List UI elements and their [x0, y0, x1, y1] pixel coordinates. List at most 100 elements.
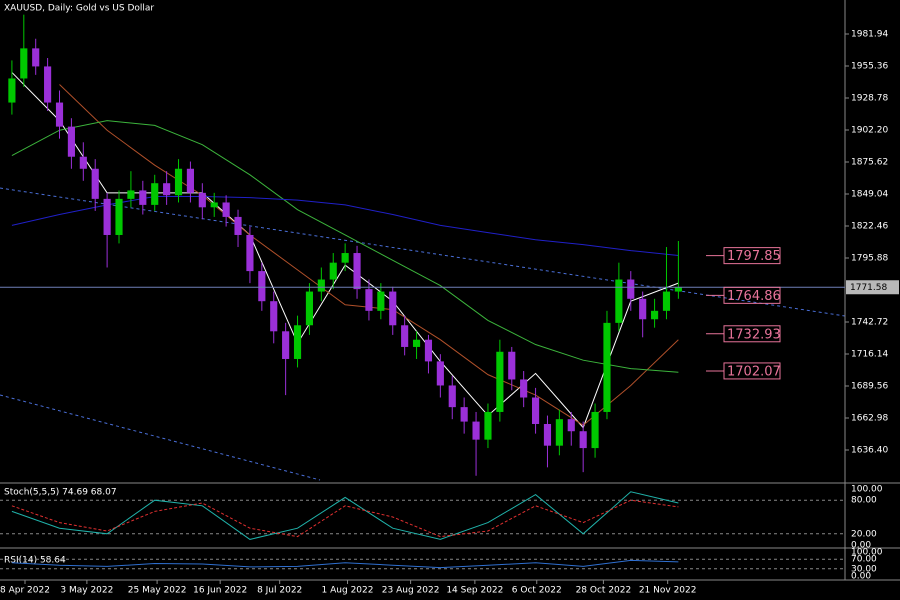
candle-body	[424, 339, 433, 362]
candle-body	[662, 291, 671, 311]
level-label: 1732.93	[727, 327, 781, 342]
candle-body	[20, 48, 28, 79]
x-tick-label: 25 May 2022	[128, 586, 187, 596]
x-tick-label: 21 Nov 2022	[639, 586, 697, 596]
candle-body	[484, 411, 492, 440]
candle-body	[353, 253, 361, 290]
candle-body	[567, 419, 575, 432]
x-tick-label: 8 Jul 2022	[257, 586, 302, 596]
candle-body	[103, 198, 111, 235]
candle-body	[282, 331, 290, 359]
candle-body	[246, 234, 254, 272]
y-tick-label: 1795.88	[851, 253, 888, 263]
indicator-line	[11, 499, 679, 538]
candle-body	[8, 78, 16, 103]
indicator-title: RSI(14) 58.64	[4, 556, 66, 566]
candle-body	[174, 168, 183, 196]
x-tick-label: 1 Aug 2022	[322, 586, 374, 596]
candle-body	[365, 289, 373, 311]
indicator-tick-label: 20.00	[851, 529, 877, 539]
candle-body	[258, 271, 266, 302]
level-label: 1797.85	[727, 249, 781, 264]
y-tick-label: 1662.98	[851, 413, 888, 423]
candle-body	[496, 351, 504, 412]
candle-body	[627, 279, 635, 299]
candle-body	[317, 279, 325, 292]
candle-body	[32, 48, 40, 67]
candle-body	[163, 183, 171, 196]
trend-line	[0, 394, 321, 481]
candle-body	[401, 325, 409, 347]
candle-body	[91, 168, 99, 199]
candle-body	[270, 301, 278, 332]
indicator-tick-label: 80.00	[851, 496, 877, 506]
candle-body	[389, 291, 397, 326]
y-tick-label: 1981.94	[851, 29, 888, 39]
candle-body	[44, 66, 52, 103]
candle-body	[151, 183, 159, 205]
candle-body	[639, 298, 647, 320]
indicator-tick-label: 100.00	[851, 485, 883, 495]
y-tick-label: 1928.78	[851, 93, 888, 103]
x-tick-label: 28 Oct 2022	[576, 586, 632, 596]
candle-body	[67, 126, 75, 157]
indicator-tick-label: 0.00	[851, 572, 871, 582]
level-box	[723, 247, 781, 265]
y-tick-label: 1955.36	[851, 61, 888, 71]
x-tick-label: 6 Oct 2022	[512, 586, 562, 596]
candle-body	[55, 102, 64, 127]
level-label: 1702.07	[727, 364, 781, 379]
candle-body	[377, 291, 385, 311]
x-tick-label: 3 May 2022	[60, 586, 113, 596]
candle-body	[543, 423, 552, 446]
candle-body	[222, 202, 230, 217]
candle-body	[615, 279, 623, 323]
x-tick-label: 8 Apr 2022	[0, 586, 50, 596]
trend-line	[0, 187, 846, 317]
candle-body	[139, 190, 147, 205]
candle-body	[341, 253, 349, 263]
y-tick-label: 1822.46	[851, 221, 888, 231]
candle-body	[412, 339, 421, 347]
candle-body	[520, 379, 528, 398]
indicator-tick-label: 100.00	[851, 548, 883, 558]
candle-body	[305, 291, 314, 326]
x-tick-label: 23 Aug 2022	[382, 586, 440, 596]
candle-body	[531, 397, 540, 424]
x-tick-label: 16 Jun 2022	[193, 586, 247, 596]
candle-body	[448, 385, 456, 408]
indicator-tick-label: 70.00	[851, 555, 877, 565]
candle-body	[591, 411, 599, 449]
candle-body	[293, 325, 302, 359]
candle-body	[186, 168, 194, 193]
y-tick-label: 1742.72	[851, 317, 888, 327]
last-price-label: 1771.58	[850, 283, 887, 293]
indicator-line	[11, 559, 679, 569]
candle-body	[115, 198, 123, 235]
x-tick-label: 14 Sep 2022	[446, 586, 503, 596]
indicator-tick-label: 0.00	[851, 541, 871, 551]
chart-title: XAUUSD, Daily: Gold vs US Dollar	[4, 4, 154, 14]
candle-body	[198, 192, 206, 208]
level-box	[723, 325, 781, 343]
moving-average	[11, 195, 679, 256]
indicator-title: Stoch(5,5,5) 74.69 68.07	[4, 488, 117, 498]
y-tick-label: 1849.04	[851, 189, 888, 199]
candle-body	[127, 190, 135, 199]
y-tick-label: 1636.40	[851, 445, 888, 455]
candle-body	[579, 431, 587, 449]
level-box	[723, 286, 781, 304]
candle-body	[436, 361, 444, 386]
candle-body	[555, 419, 563, 446]
y-tick-label: 1875.62	[851, 157, 888, 167]
candle-body	[210, 202, 218, 208]
candle-body	[460, 407, 468, 422]
candle-body	[651, 310, 659, 320]
level-box	[723, 362, 781, 380]
candle-body	[79, 156, 87, 169]
level-label: 1764.86	[727, 289, 781, 304]
y-tick-label: 1902.20	[851, 125, 888, 135]
candle-body	[234, 216, 242, 235]
moving-average	[11, 120, 679, 373]
